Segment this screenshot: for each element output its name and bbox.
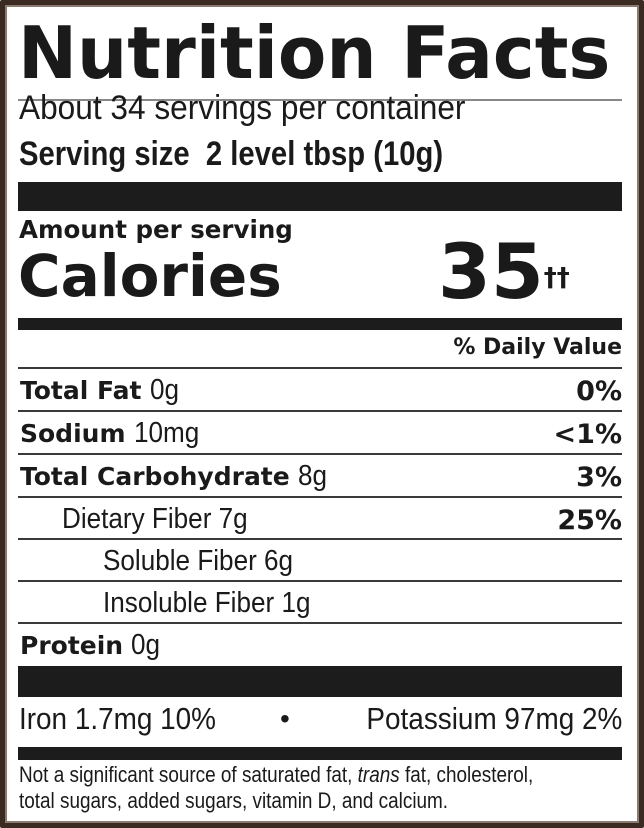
nutrient-dv: <1% [553, 419, 622, 450]
potassium-value: Potassium 97mg 2% [338, 700, 622, 738]
iron-value: Iron 1.7mg 10% [19, 700, 238, 738]
title-text: Nutrition Facts [18, 11, 611, 95]
serving-size-label: Serving size [19, 135, 190, 173]
nutrient-dv: 0% [576, 376, 622, 407]
row-rule [18, 367, 622, 369]
calories-label: Calories [18, 240, 282, 312]
nutrient-name: Soluble Fiber 6g [103, 545, 294, 577]
nutrient-row-sodium: Sodium 10mg <1% [20, 412, 622, 452]
servings-per-container: About 34 servings per container [19, 88, 499, 128]
separator-dot: • [280, 703, 290, 734]
mineral-separator: • [280, 700, 290, 738]
thick-bar-1 [18, 182, 622, 211]
nutrient-name: Dietary Fiber 7g [62, 503, 248, 535]
title-rule [18, 99, 622, 101]
daily-value-header: % Daily Value [453, 334, 622, 362]
label-title: Nutrition Facts [18, 8, 623, 98]
nutrient-row-insoluble-fiber: Insoluble Fiber 1g [20, 582, 622, 622]
nutrient-amount: 0g [131, 629, 161, 661]
thick-bar-3 [18, 666, 622, 697]
calories-footnote-mark: †† [543, 263, 570, 293]
potassium-text: Potassium 97mg 2% [366, 701, 622, 736]
amount-per-serving-text: Amount per serving [19, 215, 293, 244]
thick-bar-2 [18, 318, 622, 330]
nutrient-row-total-fat: Total Fat 0g 0% [20, 369, 622, 409]
row-rule [18, 453, 622, 455]
label-inner-border [5, 5, 639, 823]
footer-line-1: Not a significant source of saturated fa… [19, 762, 533, 788]
row-rule [18, 538, 622, 540]
amount-per-serving: Amount per serving [19, 214, 298, 246]
daily-value-header-text: % Daily Value [453, 335, 622, 360]
row-rule [18, 580, 622, 582]
footer-text: Not a significant source of saturated fa… [19, 762, 358, 787]
footer-italic: trans [357, 762, 400, 787]
nutrient-amount: 10mg [133, 417, 199, 449]
nutrient-row-total-carbohydrate: Total Carbohydrate 8g 3% [20, 455, 622, 495]
row-rule [18, 622, 622, 624]
thick-bar-4 [18, 747, 622, 760]
nutrient-name: Protein [20, 631, 124, 660]
nutrient-amount: 8g [297, 460, 327, 492]
nutrient-dv: 25% [557, 505, 622, 536]
nutrient-name: Insoluble Fiber 1g [103, 587, 311, 619]
nutrient-amount: 0g [149, 374, 179, 406]
footer-line-2: total sugars, added sugars, vitamin D, a… [19, 788, 449, 813]
calories-value: 35†† [438, 226, 570, 318]
calories-label-text: Calories [18, 242, 282, 310]
servings-text: About 34 servings per container [19, 89, 466, 127]
row-rule [18, 410, 622, 412]
iron-text: Iron 1.7mg 10% [19, 701, 216, 736]
nutrient-row-dietary-fiber: Dietary Fiber 7g 25% [20, 498, 622, 538]
footer-text: fat, cholesterol, [399, 762, 534, 787]
nutrient-name: Total Carbohydrate [20, 462, 290, 491]
nutrient-row-protein: Protein 0g [20, 624, 622, 664]
serving-size-value: 2 level tbsp (10g) [205, 135, 444, 173]
nutrient-name: Sodium [20, 419, 126, 448]
footer-note: Not a significant source of saturated fa… [19, 762, 617, 814]
calories-number: 35 [438, 227, 544, 316]
nutrient-dv: 3% [576, 462, 622, 493]
row-rule [18, 496, 622, 498]
nutrient-name: Total Fat [20, 376, 142, 405]
nutrient-row-soluble-fiber: Soluble Fiber 6g [20, 540, 622, 580]
serving-size: Serving size 2 level tbsp (10g) [19, 133, 512, 175]
